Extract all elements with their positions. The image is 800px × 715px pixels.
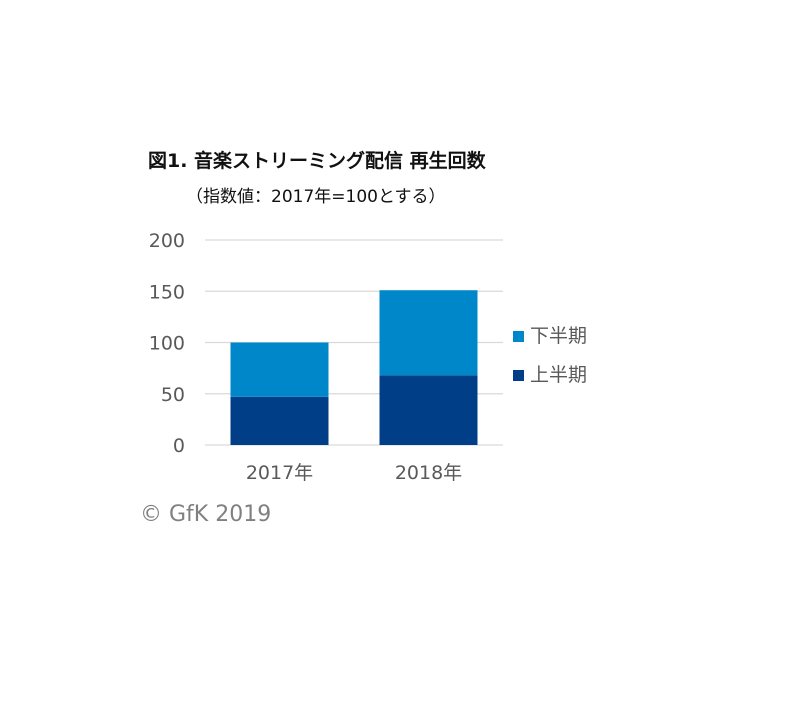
- legend-swatch: [513, 370, 524, 381]
- x-category-label: 2017年: [246, 462, 313, 484]
- legend-label: 下半期: [530, 325, 587, 347]
- bar-segment: [379, 375, 478, 445]
- bar-segment: [230, 342, 329, 397]
- y-tick-label: 50: [161, 384, 185, 406]
- y-tick-label: 200: [149, 230, 185, 252]
- y-tick-label: 100: [149, 333, 185, 355]
- x-axis-categories: 2017年 2018年: [246, 462, 462, 484]
- y-tick-label: 150: [149, 281, 185, 303]
- y-tick-label: 0: [173, 435, 185, 457]
- legend-swatch: [513, 331, 524, 342]
- legend-label: 上半期: [530, 364, 587, 386]
- copyright-notice: © GfK 2019: [140, 502, 271, 527]
- chart-subtitle: （指数値：2017年=100とする）: [186, 187, 445, 207]
- bar-segment: [230, 396, 329, 445]
- bars: [230, 290, 478, 445]
- bar-segment: [379, 290, 478, 376]
- chart-title: 図1. 音楽ストリーミング配信 再生回数: [148, 149, 487, 172]
- x-category-label: 2018年: [395, 462, 462, 484]
- y-axis-ticks: 0 50 100 150 200: [149, 230, 185, 457]
